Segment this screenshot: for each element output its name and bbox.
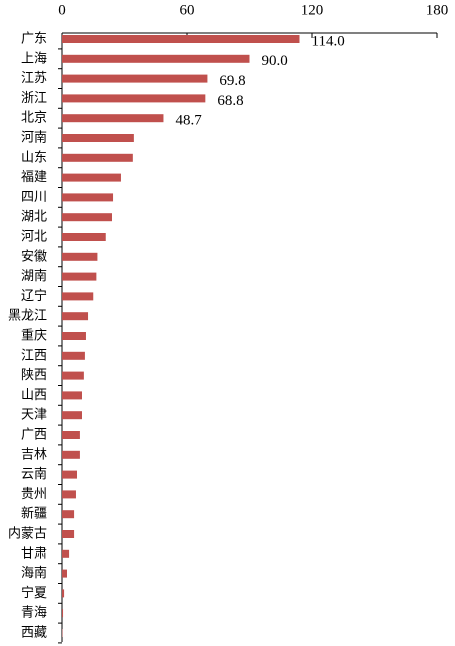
y-tick-label: 黑龙江: [8, 309, 47, 324]
y-tick-label: 湖南: [21, 268, 47, 284]
y-tick-label: 浙江: [21, 91, 47, 106]
bar: [62, 371, 84, 380]
bar: [62, 549, 70, 558]
bar: [62, 173, 121, 182]
y-tick-label: 辽宁: [21, 288, 47, 304]
bar: [62, 94, 206, 103]
y-tick-label: 四川: [21, 190, 47, 205]
bar: [62, 114, 164, 123]
y-tick-label: 湖北: [21, 210, 47, 225]
y-tick-label: 广西: [21, 428, 47, 443]
y-tick-label: 天津: [21, 408, 47, 423]
x-tick-label: 0: [58, 2, 66, 18]
bar: [62, 450, 80, 459]
y-tick-label: 海南: [21, 565, 47, 581]
y-tick-label: 陕西: [21, 368, 47, 383]
y-tick-label: 新疆: [21, 506, 47, 522]
bar: [62, 213, 112, 222]
data-label: 90.0: [262, 53, 288, 69]
y-tick-label: 甘肃: [21, 546, 47, 561]
bar: [62, 510, 75, 519]
bar: [62, 530, 75, 538]
bar: [62, 391, 82, 400]
bar: [62, 134, 134, 142]
bar: [62, 332, 86, 340]
x-tick-label: 120: [301, 2, 324, 18]
y-tick-label: 河北: [21, 230, 47, 245]
y-tick-label: 山西: [21, 388, 47, 403]
y-tick-label: 江西: [21, 348, 47, 363]
data-label: 114.0: [312, 33, 345, 49]
y-tick-label: 广东: [21, 32, 47, 47]
bar: [62, 153, 133, 162]
y-tick-label: 宁夏: [21, 585, 47, 601]
bar: [62, 54, 250, 63]
bar: [62, 411, 82, 420]
bar: [62, 35, 300, 43]
y-tick-label: 云南: [21, 466, 47, 482]
y-tick-label: 内蒙古: [8, 526, 47, 542]
bar: [62, 470, 77, 479]
x-tick-label: 60: [180, 2, 195, 18]
y-tick-label: 重庆: [21, 328, 47, 344]
y-tick-label: 河南: [21, 130, 47, 146]
bar: [62, 589, 65, 598]
y-tick-label: 西藏: [21, 626, 47, 641]
x-tick-label: 180: [426, 2, 449, 18]
bar: [62, 233, 106, 241]
y-tick-label: 贵州: [21, 487, 47, 502]
bar: [62, 312, 89, 321]
bar: [62, 431, 80, 439]
y-tick-label: 吉林: [21, 447, 47, 462]
y-tick-label: 江苏: [21, 70, 47, 86]
data-label: 69.8: [219, 73, 245, 89]
bar: [62, 252, 98, 261]
y-tick-label: 山东: [21, 150, 47, 165]
y-tick-label: 安徽: [21, 249, 47, 264]
data-label: 48.7: [175, 113, 202, 129]
bar: [62, 569, 67, 578]
y-tick-label: 上海: [21, 51, 47, 66]
bar: [62, 351, 85, 360]
bar: [62, 193, 114, 202]
bar: [62, 272, 97, 281]
bar: [62, 74, 208, 83]
bar: [62, 292, 94, 301]
data-label: 68.8: [217, 93, 243, 109]
bar: [62, 490, 76, 499]
y-tick-label: 北京: [21, 111, 47, 126]
y-tick-label: 青海: [21, 606, 47, 621]
bar: [62, 609, 64, 618]
y-tick-label: 福建: [21, 170, 47, 185]
